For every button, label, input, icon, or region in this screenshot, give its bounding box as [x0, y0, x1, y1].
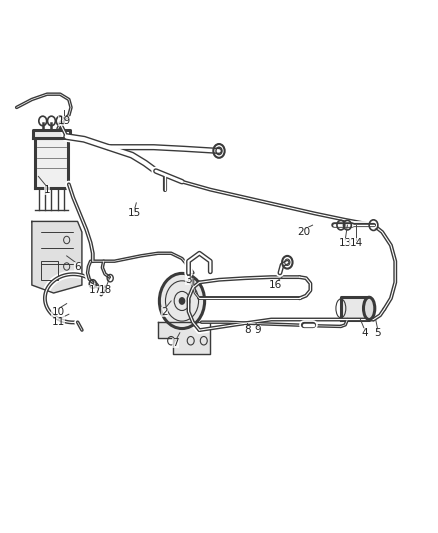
Polygon shape [32, 221, 82, 293]
Text: 13: 13 [339, 238, 352, 248]
Text: 15: 15 [127, 208, 141, 219]
Polygon shape [158, 322, 210, 354]
Polygon shape [35, 138, 68, 188]
Text: 8: 8 [244, 325, 251, 335]
Text: 9: 9 [255, 325, 261, 335]
Text: 17: 17 [88, 285, 102, 295]
Text: 3: 3 [185, 274, 192, 285]
Bar [41, 261, 58, 280]
Text: 10: 10 [51, 306, 64, 317]
Text: 6: 6 [74, 262, 81, 271]
Text: 1: 1 [44, 184, 50, 195]
Text: 18: 18 [99, 285, 113, 295]
Polygon shape [33, 130, 70, 138]
Text: 4: 4 [361, 328, 368, 338]
Text: 11: 11 [51, 317, 64, 327]
Text: 2: 2 [161, 306, 168, 317]
Text: 14: 14 [350, 238, 363, 248]
Text: 16: 16 [269, 280, 282, 290]
Ellipse shape [364, 297, 375, 319]
Circle shape [180, 298, 185, 304]
Text: 19: 19 [58, 116, 71, 126]
Text: 7: 7 [172, 338, 179, 349]
Polygon shape [341, 297, 369, 319]
Text: 20: 20 [297, 227, 311, 237]
Circle shape [159, 273, 205, 328]
Text: 5: 5 [374, 328, 381, 338]
